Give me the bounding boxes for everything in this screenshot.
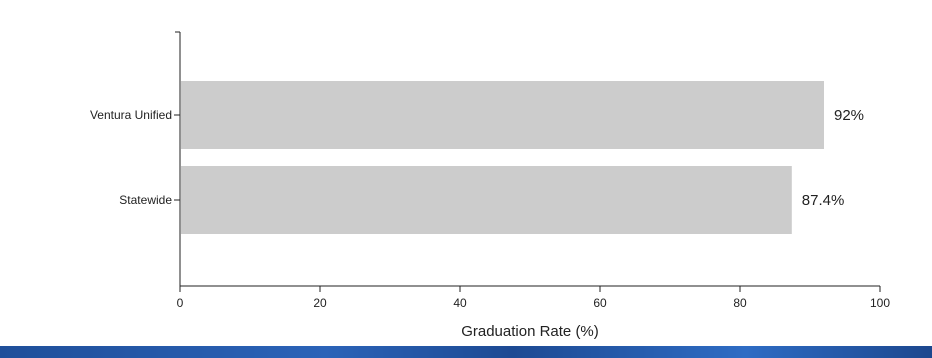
- y-tick-label-statewide: Statewide: [119, 193, 172, 207]
- x-axis-title: Graduation Rate (%): [461, 323, 599, 340]
- x-tick-label-20: 20: [313, 296, 327, 310]
- data-label-ventura-unified: 92%: [834, 107, 864, 124]
- x-tick-label-40: 40: [453, 296, 467, 310]
- data-label-statewide: 87.4%: [802, 192, 845, 209]
- y-tick-label-ventura-unified: Ventura Unified: [90, 108, 172, 122]
- bar-statewide: [181, 166, 792, 234]
- x-tick-label-80: 80: [733, 296, 747, 310]
- bars-group: 92% 87.4%: [181, 81, 864, 234]
- x-tick-label-0: 0: [177, 296, 184, 310]
- footer-band: [0, 346, 932, 358]
- x-tick-label-100: 100: [870, 296, 890, 310]
- bar-chart: Ventura Unified Statewide 92% 87.4% 0 20 40 6…: [90, 31, 890, 340]
- x-tick-label-60: 60: [593, 296, 607, 310]
- y-axis: Ventura Unified Statewide: [90, 31, 181, 286]
- bar-ventura-unified: [181, 81, 824, 149]
- x-ticks-group: 0 20 40 60 80 100: [177, 286, 890, 310]
